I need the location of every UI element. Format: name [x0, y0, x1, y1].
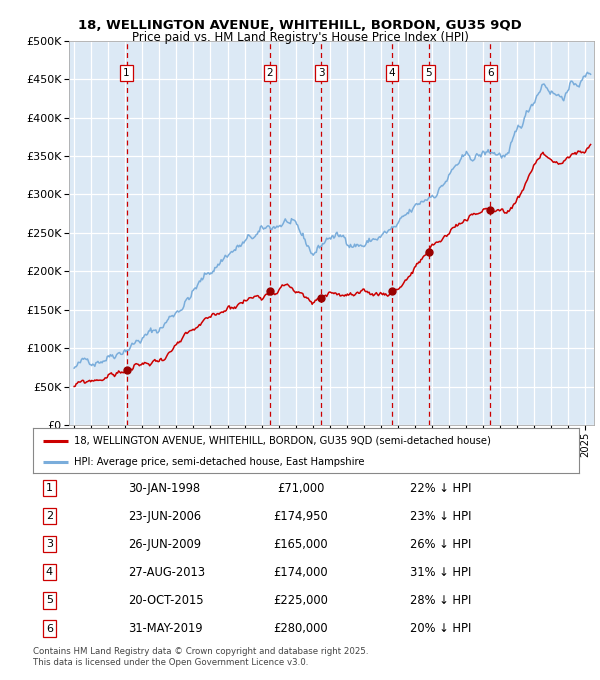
- Text: £280,000: £280,000: [273, 622, 328, 635]
- Text: 5: 5: [425, 68, 432, 78]
- Text: 26% ↓ HPI: 26% ↓ HPI: [410, 538, 471, 551]
- Text: Contains HM Land Registry data © Crown copyright and database right 2025.
This d: Contains HM Land Registry data © Crown c…: [33, 647, 368, 667]
- Text: 4: 4: [389, 68, 395, 78]
- Text: 6: 6: [46, 624, 53, 634]
- Text: HPI: Average price, semi-detached house, East Hampshire: HPI: Average price, semi-detached house,…: [74, 456, 364, 466]
- Text: 2: 2: [46, 511, 53, 521]
- Text: £225,000: £225,000: [273, 594, 328, 607]
- Text: 18, WELLINGTON AVENUE, WHITEHILL, BORDON, GU35 9QD: 18, WELLINGTON AVENUE, WHITEHILL, BORDON…: [78, 19, 522, 32]
- Text: 20% ↓ HPI: 20% ↓ HPI: [410, 622, 471, 635]
- Text: 26-JUN-2009: 26-JUN-2009: [128, 538, 202, 551]
- Text: 5: 5: [46, 596, 53, 605]
- Text: 27-AUG-2013: 27-AUG-2013: [128, 566, 206, 579]
- Text: 23% ↓ HPI: 23% ↓ HPI: [410, 509, 471, 523]
- Text: 2: 2: [266, 68, 273, 78]
- Text: 1: 1: [124, 68, 130, 78]
- Text: Price paid vs. HM Land Registry's House Price Index (HPI): Price paid vs. HM Land Registry's House …: [131, 31, 469, 44]
- Text: £71,000: £71,000: [277, 481, 324, 494]
- Text: 23-JUN-2006: 23-JUN-2006: [128, 509, 202, 523]
- Text: 18, WELLINGTON AVENUE, WHITEHILL, BORDON, GU35 9QD (semi-detached house): 18, WELLINGTON AVENUE, WHITEHILL, BORDON…: [74, 436, 491, 446]
- Text: £174,950: £174,950: [273, 509, 328, 523]
- Text: 3: 3: [46, 539, 53, 549]
- Text: 22% ↓ HPI: 22% ↓ HPI: [410, 481, 471, 494]
- Text: 31-MAY-2019: 31-MAY-2019: [128, 622, 203, 635]
- Text: £174,000: £174,000: [273, 566, 328, 579]
- Text: 31% ↓ HPI: 31% ↓ HPI: [410, 566, 471, 579]
- Text: 4: 4: [46, 567, 53, 577]
- Text: 28% ↓ HPI: 28% ↓ HPI: [410, 594, 471, 607]
- Text: £165,000: £165,000: [273, 538, 328, 551]
- Text: 20-OCT-2015: 20-OCT-2015: [128, 594, 204, 607]
- Text: 1: 1: [46, 483, 53, 493]
- Text: 30-JAN-1998: 30-JAN-1998: [128, 481, 200, 494]
- Text: 6: 6: [487, 68, 494, 78]
- Text: 3: 3: [318, 68, 325, 78]
